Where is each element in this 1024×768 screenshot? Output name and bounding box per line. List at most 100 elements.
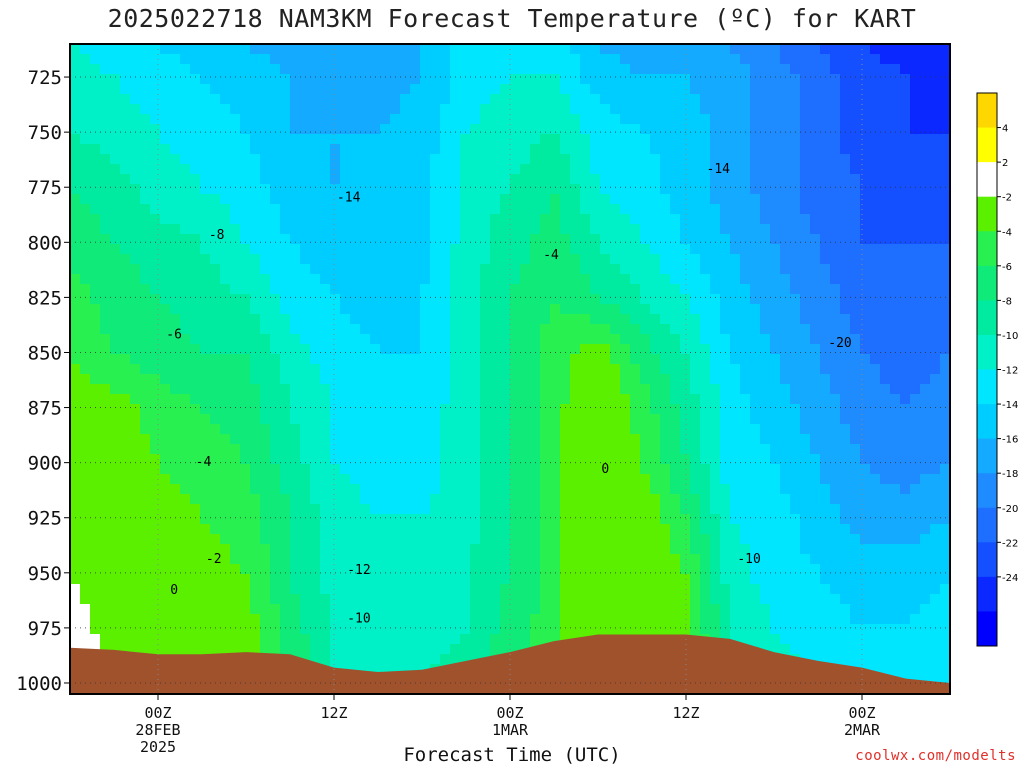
field-cell (160, 184, 171, 195)
field-cell (940, 114, 950, 125)
field-cell (470, 484, 481, 495)
field-cell (750, 464, 761, 475)
field-cell (930, 484, 941, 495)
field-cell (300, 474, 311, 485)
field-cell (270, 544, 281, 555)
field-cell (410, 54, 421, 65)
field-cell (160, 154, 171, 165)
field-cell (660, 504, 671, 515)
field-cell (490, 604, 501, 615)
field-cell (70, 414, 81, 425)
field-cell (400, 474, 411, 485)
field-cell (250, 394, 261, 405)
field-cell (800, 84, 811, 95)
field-cell (360, 194, 371, 205)
field-cell (150, 234, 161, 245)
field-cell (420, 474, 431, 485)
field-cell (170, 44, 181, 55)
field-cell (390, 394, 401, 405)
field-cell (710, 514, 721, 525)
field-cell (550, 84, 561, 95)
field-cell (530, 374, 541, 385)
field-cell (220, 444, 231, 455)
field-cell (190, 454, 201, 465)
field-cell (590, 344, 601, 355)
field-cell (140, 214, 151, 225)
field-cell (430, 134, 441, 145)
field-cell (190, 224, 201, 235)
field-cell (290, 334, 301, 345)
field-cell (280, 544, 291, 555)
field-cell (410, 444, 421, 455)
field-cell (500, 434, 511, 445)
field-cell (450, 224, 461, 235)
field-cell (420, 344, 431, 355)
field-cell (500, 174, 511, 185)
field-cell (930, 244, 941, 255)
field-cell (870, 254, 881, 265)
field-cell (180, 454, 191, 465)
field-cell (790, 54, 801, 65)
field-cell (800, 584, 811, 595)
field-cell (400, 264, 411, 275)
field-cell (890, 494, 901, 505)
field-cell (700, 324, 711, 335)
field-cell (390, 94, 401, 105)
field-cell (850, 514, 861, 525)
field-cell (380, 324, 391, 335)
field-cell (110, 124, 121, 135)
field-cell (620, 354, 631, 365)
field-cell (130, 444, 141, 455)
field-cell (190, 44, 201, 55)
field-cell (390, 414, 401, 425)
field-cell (920, 54, 931, 65)
field-cell (550, 474, 561, 485)
field-cell (500, 504, 511, 515)
field-cell (420, 544, 431, 555)
field-cell (150, 414, 161, 425)
field-cell (860, 194, 871, 205)
field-cell (130, 504, 141, 515)
field-cell (550, 124, 561, 135)
field-cell (900, 154, 911, 165)
field-cell (170, 144, 181, 155)
field-cell (820, 354, 831, 365)
field-cell (510, 354, 521, 365)
field-cell (630, 344, 641, 355)
field-cell (210, 454, 221, 465)
field-cell (90, 74, 101, 85)
field-cell (360, 414, 371, 425)
field-cell (280, 384, 291, 395)
field-cell (340, 414, 351, 425)
field-cell (120, 134, 131, 145)
field-cell (520, 544, 531, 555)
field-cell (890, 524, 901, 535)
field-cell (200, 554, 211, 565)
field-cell (70, 94, 81, 105)
field-cell (600, 604, 611, 615)
field-cell (290, 524, 301, 535)
field-cell (410, 534, 421, 545)
field-cell (450, 394, 461, 405)
field-cell (360, 574, 371, 585)
field-cell (860, 184, 871, 195)
field-cell (620, 394, 631, 405)
field-cell (480, 334, 491, 345)
field-cell (710, 524, 721, 535)
field-cell (520, 594, 531, 605)
field-cell (730, 354, 741, 365)
field-cell (880, 584, 891, 595)
field-cell (390, 254, 401, 265)
field-cell (580, 94, 591, 105)
field-cell (580, 494, 591, 505)
field-cell (590, 224, 601, 235)
field-cell (240, 44, 251, 55)
field-cell (790, 544, 801, 555)
field-cell (650, 584, 661, 595)
field-cell (600, 134, 611, 145)
field-cell (870, 324, 881, 335)
field-cell (350, 294, 361, 305)
field-cell (750, 544, 761, 555)
field-cell (360, 464, 371, 475)
field-cell (600, 474, 611, 485)
